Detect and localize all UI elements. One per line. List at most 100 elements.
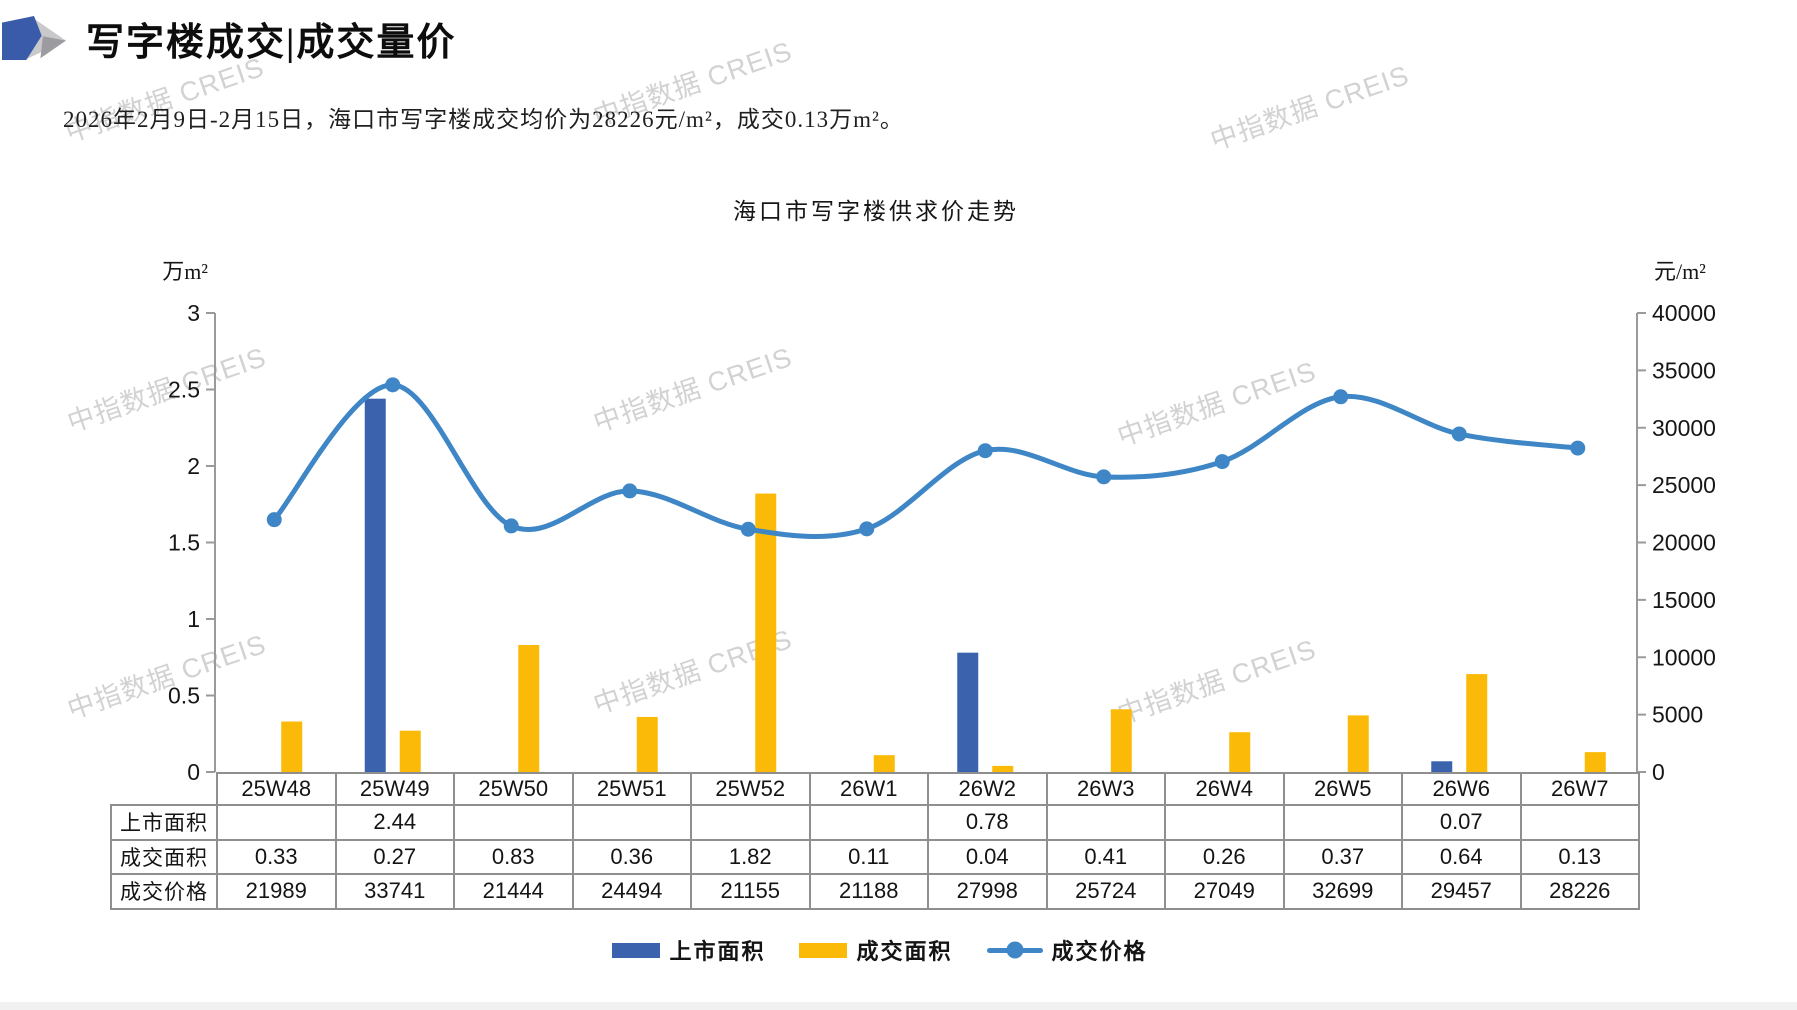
right-axis-tick-label: 35000 <box>1652 357 1716 383</box>
bar-成交面积-25W50 <box>518 645 540 772</box>
bar-上市面积-25W49 <box>364 398 386 772</box>
cell-上市面积-26W4 <box>1164 804 1285 841</box>
price-point-26W7 <box>1570 440 1586 456</box>
cell-成交面积-26W1: 0.11 <box>808 838 929 875</box>
price-point-26W6 <box>1451 426 1467 442</box>
week-header-25W48: 25W48 <box>216 772 337 806</box>
chart-title: 海口市写字楼供求价走势 <box>733 199 1019 224</box>
cell-成交价格-25W49: 33741 <box>334 873 455 910</box>
bar-成交面积-25W51 <box>636 716 658 772</box>
right-axis-tick-label: 20000 <box>1652 530 1716 556</box>
cell-成交面积-26W3: 0.41 <box>1045 838 1166 875</box>
creis-logo <box>2 16 66 60</box>
week-header-26W5: 26W5 <box>1282 772 1403 806</box>
cell-成交价格-25W51: 24494 <box>571 873 692 910</box>
left-axis-unit-label: 万m² <box>162 259 208 284</box>
cell-成交面积-25W49: 0.27 <box>334 838 455 875</box>
cell-上市面积-26W5 <box>1282 804 1403 841</box>
legend-swatch-成交面积 <box>799 942 848 958</box>
cell-成交面积-26W7: 0.13 <box>1519 838 1640 875</box>
bar-上市面积-26W2 <box>957 652 979 772</box>
bar-成交面积-25W52 <box>755 493 777 772</box>
table-row: 成交价格 21989 33741 21444 24494 21155 21188 27998 2… <box>110 873 1640 910</box>
bar-成交面积-26W3 <box>1110 709 1132 772</box>
price-point-26W2 <box>977 443 993 459</box>
week-header-26W6: 26W6 <box>1401 772 1522 806</box>
cell-成交面积-25W48: 0.33 <box>216 838 337 875</box>
cell-上市面积-26W2: 0.78 <box>927 804 1048 841</box>
price-line <box>271 382 1581 539</box>
price-point-25W48 <box>266 512 282 528</box>
week-header-25W49: 25W49 <box>334 772 455 806</box>
week-header-26W1: 26W1 <box>808 772 929 806</box>
legend-line-dot <box>1006 941 1023 959</box>
chart-legend: 上市面积 成交面积 成交价格 <box>0 934 1760 966</box>
legend-item-上市面积: 上市面积 <box>612 934 765 966</box>
table-row: 成交面积 0.33 0.27 0.83 0.36 1.82 0.11 0.04 0.41 0.26… <box>110 838 1640 875</box>
cell-成交面积-25W51: 0.36 <box>571 838 692 875</box>
left-axis-tick-label: 1.5 <box>168 530 200 556</box>
cell-上市面积-25W49: 2.44 <box>334 804 455 841</box>
left-axis-tick-label: 1 <box>187 606 200 632</box>
right-axis-tick-label: 25000 <box>1652 472 1716 498</box>
bar-成交面积-26W5 <box>1347 715 1369 772</box>
left-axis-tick-label: 0.5 <box>168 683 200 709</box>
left-axis-tick-label: 2.5 <box>168 377 200 403</box>
table-row: 上市面积 2.44 0.78 0.07 <box>110 804 1640 841</box>
table-corner-cell <box>111 773 218 806</box>
cell-上市面积-26W1 <box>808 804 929 841</box>
price-point-25W49 <box>385 377 401 393</box>
price-point-26W1 <box>859 521 875 537</box>
cell-成交面积-26W6: 0.64 <box>1401 838 1522 875</box>
week-header-26W2: 26W2 <box>927 772 1048 806</box>
right-axis-tick-label: 0 <box>1652 759 1665 785</box>
right-axis-tick-label: 15000 <box>1652 587 1716 613</box>
bar-上市面积-26W6 <box>1431 761 1453 772</box>
price-point-25W52 <box>740 521 756 537</box>
week-header-25W50: 25W50 <box>453 772 574 806</box>
cell-成交价格-26W4: 27049 <box>1164 873 1285 910</box>
price-point-25W50 <box>503 518 519 534</box>
cell-上市面积-25W52 <box>690 804 811 841</box>
right-axis-tick-label: 5000 <box>1652 702 1703 728</box>
cell-成交面积-26W4: 0.26 <box>1164 838 1285 875</box>
legend-line-marker <box>986 941 1043 959</box>
right-axis-tick-label: 40000 <box>1652 300 1716 326</box>
row-label-成交面积: 成交面积 <box>110 838 218 875</box>
price-point-25W51 <box>622 483 638 499</box>
data-table: 25W48 25W49 25W50 25W51 25W52 26W1 26W2 26W3 26W… <box>110 772 1640 910</box>
bar-成交面积-26W4 <box>1229 732 1251 772</box>
cell-上市面积-26W7 <box>1519 804 1640 841</box>
cell-成交面积-25W50: 0.83 <box>453 838 574 875</box>
left-axis-tick-label: 2 <box>187 453 200 479</box>
cell-成交面积-25W52: 1.82 <box>690 838 811 875</box>
week-header-26W3: 26W3 <box>1045 772 1166 806</box>
cell-上市面积-26W6: 0.07 <box>1401 804 1522 841</box>
footer-strip <box>0 1002 1797 1010</box>
bar-成交面积-26W7 <box>1584 752 1606 772</box>
cell-成交面积-26W2: 0.04 <box>927 838 1048 875</box>
cell-上市面积-25W48 <box>216 804 337 841</box>
cell-成交价格-25W48: 21989 <box>216 873 337 910</box>
cell-成交价格-25W52: 21155 <box>690 873 811 910</box>
legend-swatch-上市面积 <box>612 942 661 958</box>
summary-text: 2026年2月9日-2月15日，海口市写字楼成交均价为28226元/m²，成交0… <box>63 107 904 132</box>
page-title: 写字楼成交|成交量价 <box>86 22 457 64</box>
legend-label: 成交价格 <box>1051 939 1148 964</box>
price-point-26W4 <box>1214 454 1230 470</box>
week-header-25W51: 25W51 <box>571 772 692 806</box>
price-point-26W3 <box>1096 469 1112 485</box>
legend-label: 成交面积 <box>856 939 953 964</box>
cell-成交价格-25W50: 21444 <box>453 873 574 910</box>
row-label-成交价格: 成交价格 <box>110 873 218 910</box>
bar-成交面积-26W2 <box>992 765 1014 772</box>
price-point-26W5 <box>1333 389 1349 405</box>
cell-成交价格-26W6: 29457 <box>1401 873 1522 910</box>
cell-成交价格-26W7: 28226 <box>1519 873 1640 910</box>
cell-上市面积-26W3 <box>1045 804 1166 841</box>
cell-成交价格-26W1: 21188 <box>808 873 929 910</box>
row-label-上市面积: 上市面积 <box>110 804 218 841</box>
right-axis-unit-label: 元/m² <box>1654 259 1706 284</box>
